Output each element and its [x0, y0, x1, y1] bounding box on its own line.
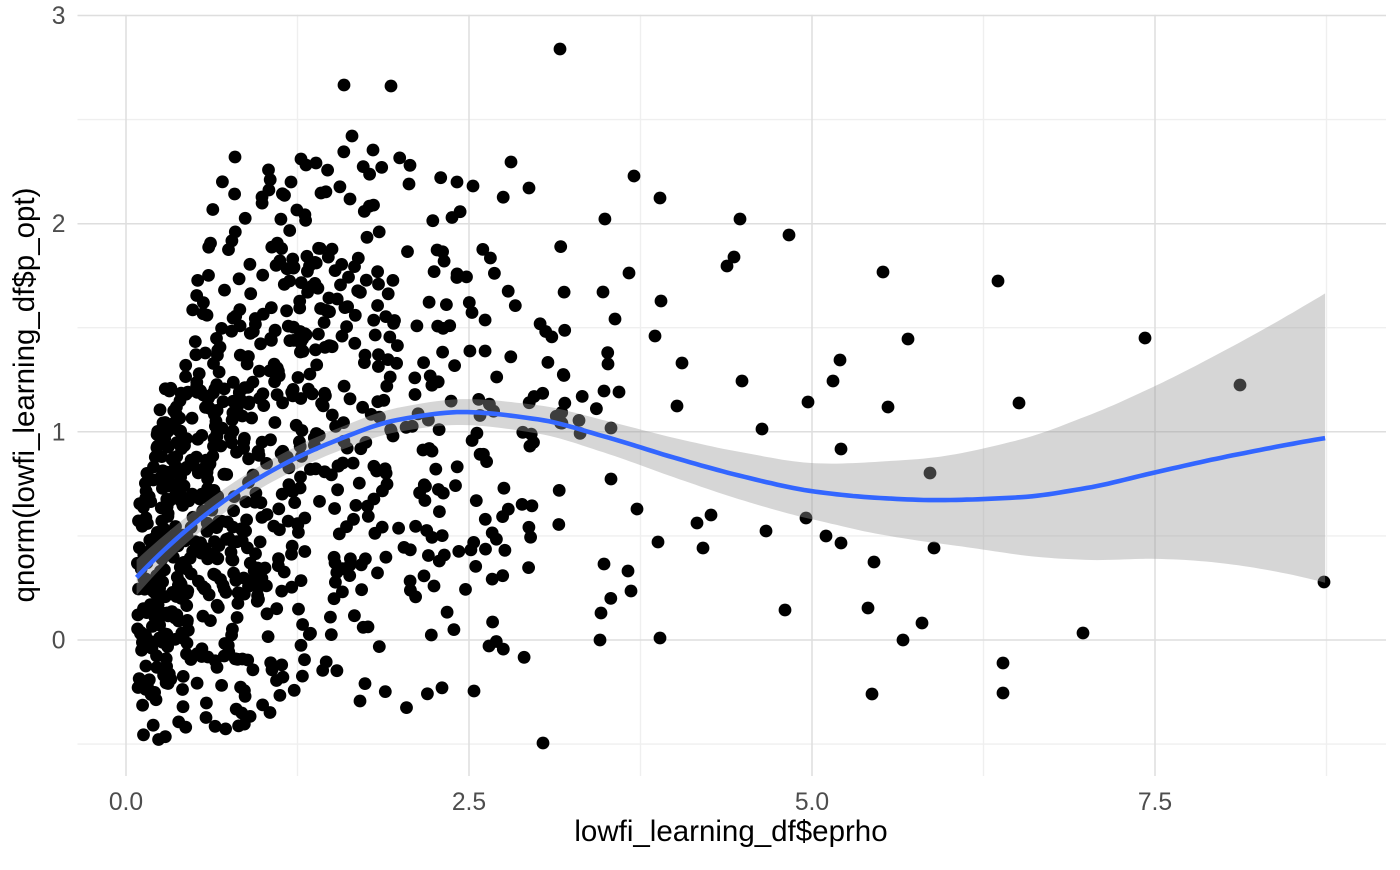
svg-text:1: 1 [52, 419, 66, 446]
svg-text:7.5: 7.5 [1138, 789, 1172, 816]
svg-text:qnorm(lowfi_learning_df$p_opt): qnorm(lowfi_learning_df$p_opt) [8, 188, 41, 603]
svg-text:2.5: 2.5 [452, 789, 486, 816]
svg-text:3: 3 [52, 3, 66, 30]
svg-text:lowfi_learning_df$eprho: lowfi_learning_df$eprho [574, 815, 887, 848]
svg-text:2: 2 [52, 211, 66, 238]
svg-text:0: 0 [52, 628, 66, 655]
svg-text:5.0: 5.0 [795, 789, 829, 816]
svg-text:0.0: 0.0 [109, 789, 143, 816]
